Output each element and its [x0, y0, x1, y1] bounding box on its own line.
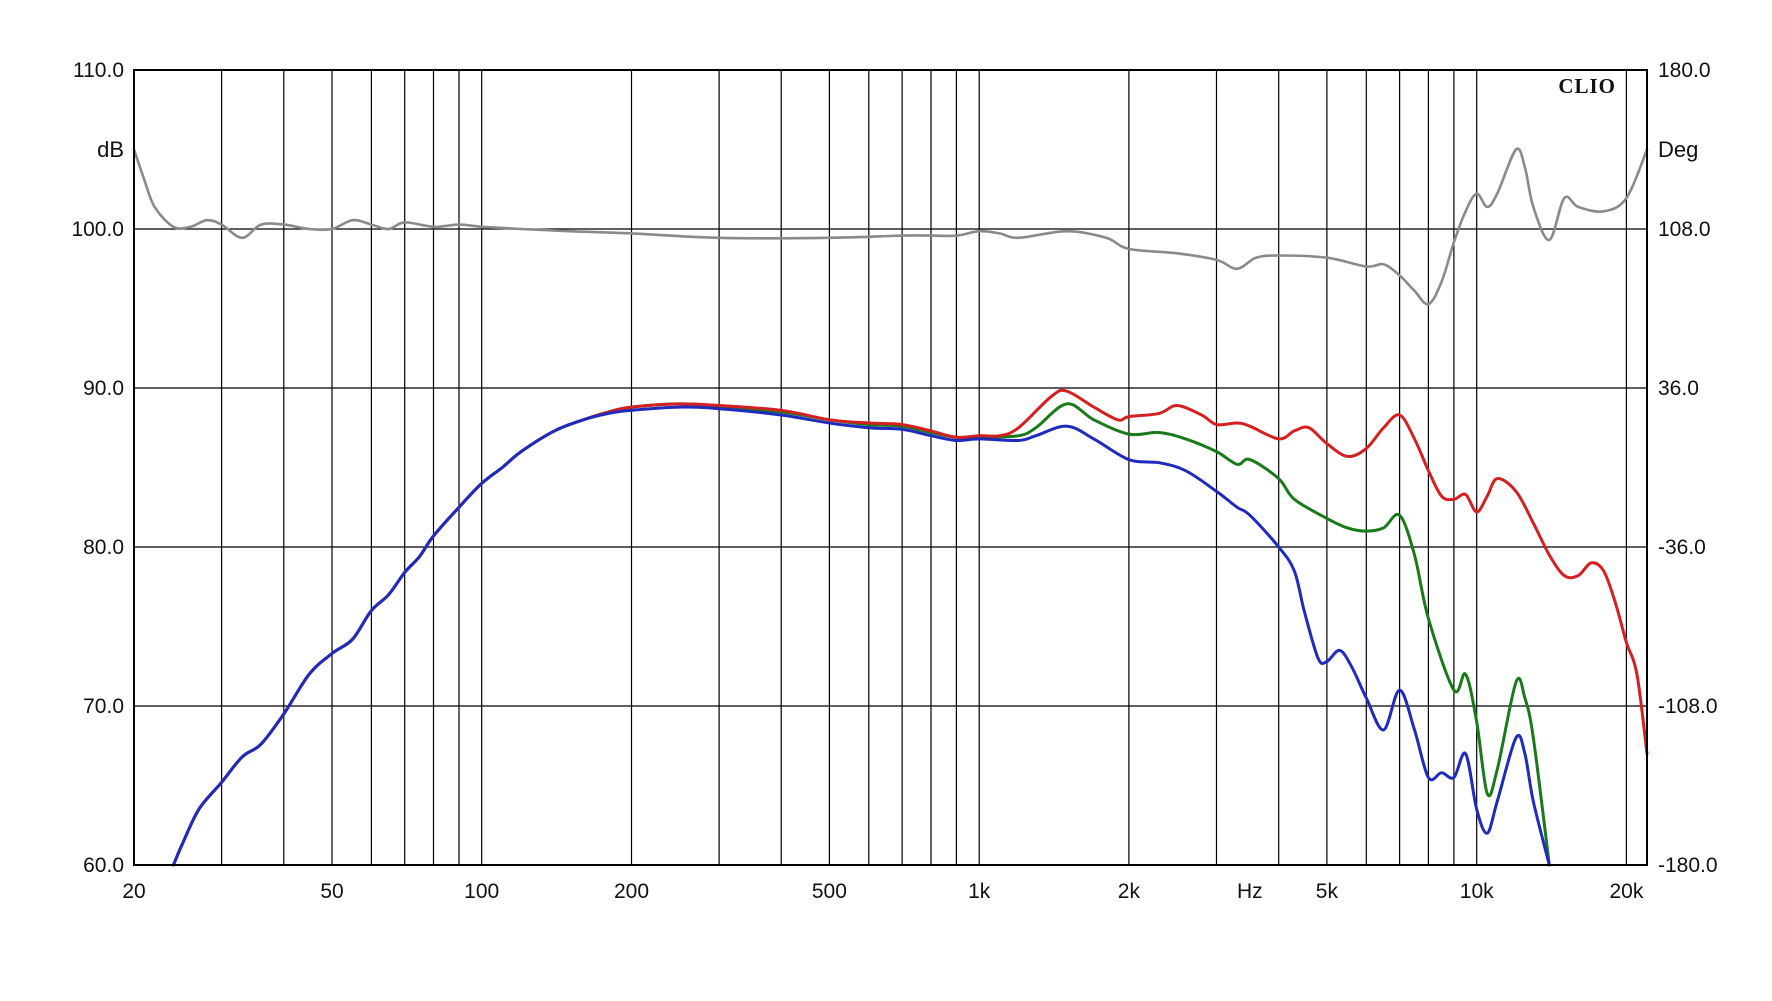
y-right-tick-labels: -180.0 -108.0 -36.0 36.0 108.0 180.0 [1658, 59, 1718, 877]
y-right-tick-label: 180.0 [1658, 59, 1711, 82]
x-tick-label: Hz [1237, 880, 1263, 903]
y-left-tick-label: 80.0 [83, 536, 124, 559]
y-left-tick-labels: 60.0 70.0 80.0 90.0 100.0 110.0 [71, 59, 124, 877]
y-right-tick-label: 36.0 [1658, 377, 1699, 400]
y-left-axis-label: dB [97, 137, 124, 162]
x-tick-labels: 20 50 100 200 500 1k 2k Hz 5k 10k 20k [122, 880, 1644, 903]
y-left-tick-label: 90.0 [83, 377, 124, 400]
y-right-tick-label: 108.0 [1658, 218, 1711, 241]
y-right-axis-label: Deg [1658, 137, 1698, 162]
x-tick-label: 20k [1609, 880, 1643, 903]
x-tick-label: 200 [614, 880, 649, 903]
grid-lines [134, 70, 1647, 865]
series-lines [132, 147, 1649, 867]
y-right-tick-label: -108.0 [1658, 695, 1718, 718]
x-tick-label: 5k [1316, 880, 1339, 903]
x-tick-label: 50 [320, 880, 343, 903]
x-tick-label: 10k [1460, 880, 1494, 903]
y-left-tick-label: 100.0 [71, 218, 124, 241]
y-left-tick-label: 110.0 [73, 59, 124, 82]
y-right-tick-label: -180.0 [1658, 854, 1718, 877]
y-left-tick-label: 60.0 [83, 854, 124, 877]
y-left-tick-label: 70.0 [83, 695, 124, 718]
y-right-tick-label: -36.0 [1658, 536, 1706, 559]
plot-frame [133, 69, 1648, 866]
plot-area [134, 70, 1647, 865]
phase-series-line [132, 147, 1649, 306]
spl-series-line [171, 405, 1551, 867]
brand-label: CLIO [1558, 74, 1616, 98]
x-tick-label: 20 [122, 880, 145, 903]
x-tick-label: 500 [812, 880, 847, 903]
x-tick-label: 100 [464, 880, 499, 903]
x-tick-label: 1k [968, 880, 991, 903]
x-tick-label: 2k [1118, 880, 1141, 903]
